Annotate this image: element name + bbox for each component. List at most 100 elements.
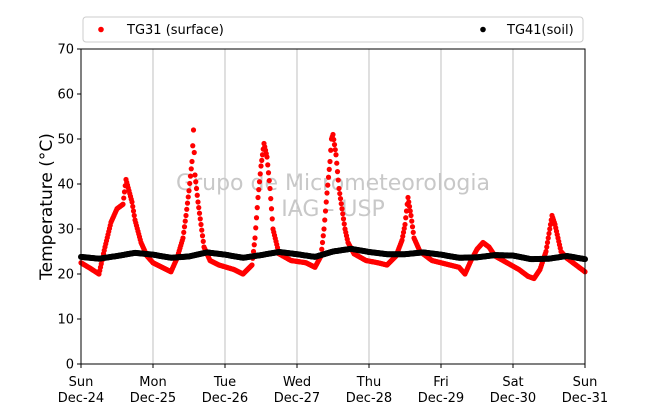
legend-label-soil: TG41(soil) [506,23,574,38]
data-point [190,143,196,149]
data-point [327,158,333,165]
data-point [120,201,126,207]
data-point [335,177,341,183]
data-point [407,208,413,214]
y-tick-label: 60 [57,88,74,103]
x-tick-label-date: Dec-26 [202,391,248,406]
x-tick-label-date: Dec-30 [490,391,536,406]
x-tick-label-day: Sun [573,375,598,390]
legend-box [82,16,584,43]
data-point [324,190,330,196]
data-point [399,237,405,243]
y-tick-label: 0 [66,358,74,373]
data-point [320,233,326,239]
data-point [336,185,342,192]
data-point [258,163,264,169]
data-point [195,199,201,205]
x-tick-label-day: Thu [356,375,381,390]
data-point [319,246,325,252]
data-point [184,200,191,206]
data-point [192,172,198,178]
data-point [257,171,263,177]
data-point [268,206,275,212]
data-point [259,157,265,163]
data-point [183,212,189,219]
data-point [322,208,329,214]
data-point [184,206,190,212]
data-point [199,227,205,233]
x-tick-label-date: Dec-28 [346,391,392,406]
data-point [337,190,343,197]
x-tick-label-day: Fri [433,375,449,390]
data-point [129,199,135,205]
x-tick-label-date: Dec-25 [130,391,176,406]
x-tick-label-date: Dec-29 [418,391,464,406]
data-point [265,162,271,168]
series-soil [78,245,588,263]
data-point [266,178,272,184]
data-point [341,221,347,227]
data-point [185,194,191,200]
data-point [322,217,328,223]
data-point [340,211,346,217]
data-point [198,221,204,228]
data-point [188,166,194,172]
series-surface [78,127,588,282]
data-point [403,208,410,214]
x-axis: SunDec-24MonDec-25TueDec-26WedDec-27ThuD… [58,364,608,406]
data-point [545,235,551,241]
data-point [334,160,340,166]
data-point [193,179,199,185]
data-point [332,147,338,153]
data-point [267,185,273,192]
data-point [190,127,197,133]
data-point [200,238,206,244]
data-point [325,174,332,180]
data-point [403,215,409,221]
data-point [334,169,341,175]
x-tick-label-day: Mon [139,375,166,390]
data-point [196,205,202,211]
data-point [544,239,551,246]
x-tick-label-date: Dec-31 [562,391,608,406]
y-tick-label: 50 [57,133,74,148]
data-point [180,235,186,241]
y-tick-label: 30 [57,223,74,238]
data-point [130,208,137,214]
data-point [340,216,347,222]
y-tick-label: 20 [57,268,74,283]
data-point [130,203,136,210]
y-tick-label: 40 [57,178,74,193]
data-point [406,199,412,205]
data-point [131,212,137,219]
data-point [181,224,188,230]
x-tick-label-day: Wed [283,375,311,390]
data-point [252,235,258,241]
y-axis: 0 10 20 30 40 50 60 70 [57,43,81,373]
data-point [330,131,336,138]
data-point [406,203,413,210]
data-point [249,262,255,268]
data-point [400,229,407,235]
data-point [197,216,203,222]
data-point [181,229,187,235]
data-point [265,170,272,176]
data-point [544,244,550,250]
data-point [187,180,193,187]
legend: TG31 (surface) TG41(soil) [82,16,584,43]
data-point [199,233,206,239]
data-point [121,195,127,201]
data-point [256,187,262,193]
data-point [268,196,274,202]
data-point [251,242,257,248]
data-point [254,205,260,211]
data-point [121,189,128,195]
x-tick-label-day: Sun [69,375,94,390]
watermark-line: Grupo de Micrometeorologia [176,171,490,196]
data-point [253,215,260,221]
data-point [186,188,192,194]
data-point [325,182,331,188]
data-point [409,224,416,230]
